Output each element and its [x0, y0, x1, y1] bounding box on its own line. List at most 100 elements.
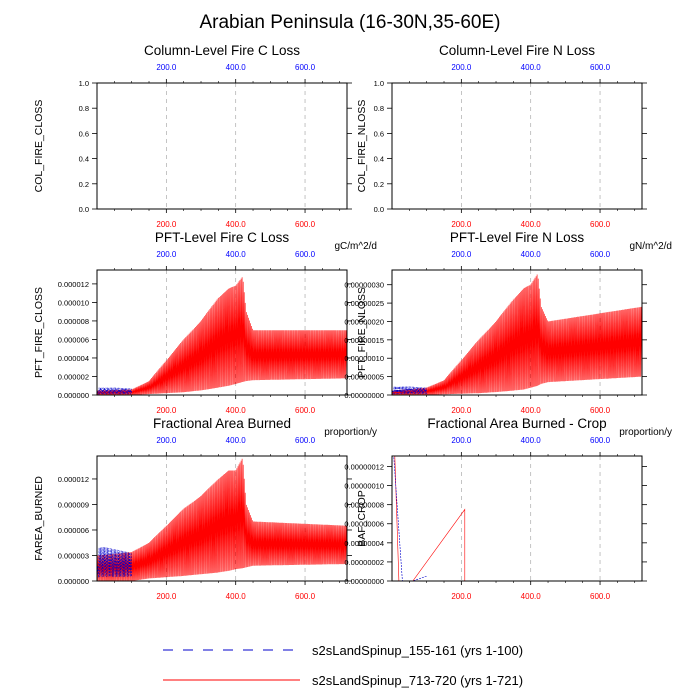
y-tick-label: 1.0 [374, 79, 384, 88]
x-tick-label-top: 600.0 [295, 63, 316, 72]
panel-5: Fractional Area Burned proportion/y FAREA_… [33, 416, 377, 601]
x-tick-label-top: 400.0 [521, 250, 542, 259]
panel-6: Fractional Area Burned - Crop proportion/… [344, 416, 672, 601]
y-tick-label: 0.00000005 [344, 373, 384, 382]
x-tick-label-top: 400.0 [226, 436, 247, 445]
series-line-2 [97, 547, 132, 581]
panel-title: PFT-Level Fire N Loss [450, 230, 585, 245]
plot-frame [391, 269, 643, 396]
y-tick-label: 0.000003 [58, 551, 89, 560]
x-tick-label-bottom: 200.0 [451, 592, 472, 601]
y-tick-label: 0.0 [374, 205, 384, 214]
series-line-1 [97, 277, 347, 395]
legend: s2sLandSpinup_155-161 (yrs 1-100) s2sLan… [163, 643, 523, 688]
y-tick-label: 0.00000004 [344, 539, 384, 548]
y-tick-label: 0.000000 [58, 391, 89, 400]
x-tick-label-top: 400.0 [226, 250, 247, 259]
panel-title: Fractional Area Burned - Crop [427, 416, 606, 431]
y-tick-label: 0.00000012 [344, 462, 384, 471]
y-tick-label: 0.6 [374, 129, 384, 138]
y-axis-label: COL_FIRE_NLOSS [356, 100, 368, 193]
y-tick-label: 0.8 [79, 104, 89, 113]
x-tick-label-top: 600.0 [590, 250, 611, 259]
x-tick-label-top: 400.0 [521, 436, 542, 445]
y-tick-label: 0.8 [374, 104, 384, 113]
x-tick-label-top: 400.0 [226, 63, 247, 72]
y-tick-label: 0.2 [374, 180, 384, 189]
y-tick-label: 0.2 [79, 180, 89, 189]
x-tick-label-top: 600.0 [295, 436, 316, 445]
x-tick-label-top: 200.0 [156, 250, 177, 259]
plot-frame [96, 455, 348, 582]
x-tick-label-bottom: 200.0 [156, 220, 177, 229]
x-tick-label-bottom: 200.0 [156, 406, 177, 415]
x-tick-label-top: 200.0 [451, 250, 472, 259]
y-tick-label: 0.6 [79, 129, 89, 138]
x-tick-label-bottom: 600.0 [295, 592, 316, 601]
y-tick-label: 0.00000000 [344, 577, 384, 586]
y-tick-label: 0.4 [374, 155, 384, 164]
y-tick-label: 0.000004 [58, 354, 89, 363]
series-line-2 [97, 387, 132, 395]
y-tick-label: 0.00000020 [344, 317, 384, 326]
x-tick-label-bottom: 600.0 [590, 592, 611, 601]
legend-label-1: s2sLandSpinup_155-161 (yrs 1-100) [312, 643, 523, 658]
x-tick-label-top: 200.0 [156, 436, 177, 445]
y-tick-label: 0.00000008 [344, 501, 384, 510]
y-axis-label: PFT_FIRE_NLOSS [356, 287, 368, 378]
y-axis-label: COL_FIRE_CLOSS [33, 100, 45, 193]
y-tick-label: 0.00000030 [344, 281, 384, 290]
x-tick-label-top: 200.0 [451, 436, 472, 445]
plot-frame [391, 82, 643, 210]
units-label: gC/m^2/d [335, 241, 378, 252]
x-tick-label-bottom: 400.0 [521, 220, 542, 229]
series-line-1 [392, 456, 466, 581]
panel-4: PFT-Level Fire N Loss gN/m^2/d PFT_FIRE_NL… [344, 230, 672, 415]
x-tick-label-top: 600.0 [590, 436, 611, 445]
panel-title: PFT-Level Fire C Loss [155, 230, 290, 245]
x-tick-label-top: 600.0 [295, 250, 316, 259]
x-tick-label-top: 200.0 [451, 63, 472, 72]
series-line-2 [392, 456, 427, 581]
panel-1: Column-Level Fire C Loss COL_FIRE_CLOSS 20… [33, 43, 352, 229]
y-tick-label: 0.000012 [58, 280, 89, 289]
plot-frame [391, 455, 643, 582]
plot-frame [96, 269, 348, 396]
x-tick-label-bottom: 400.0 [226, 592, 247, 601]
panel-2: Column-Level Fire N Loss COL_FIRE_NLOSS 20… [356, 43, 647, 229]
y-axis-label: BAF_CROP [356, 490, 368, 547]
y-tick-label: 0.00000015 [344, 336, 384, 345]
x-tick-label-top: 400.0 [521, 63, 542, 72]
y-tick-label: 0.00000002 [344, 558, 384, 567]
x-tick-label-top: 600.0 [590, 63, 611, 72]
x-tick-label-bottom: 400.0 [226, 406, 247, 415]
y-tick-label: 0.00000006 [344, 520, 384, 529]
y-tick-label: 0.000002 [58, 372, 89, 381]
panel-3: PFT-Level Fire C Loss gC/m^2/d PFT_FIRE_CL… [33, 230, 377, 415]
x-tick-label-bottom: 400.0 [521, 592, 542, 601]
panel-title: Column-Level Fire N Loss [439, 43, 595, 58]
y-tick-label: 1.0 [79, 79, 89, 88]
x-tick-label-bottom: 600.0 [590, 406, 611, 415]
x-tick-label-bottom: 400.0 [226, 220, 247, 229]
y-tick-label: 0.00000025 [344, 299, 384, 308]
y-tick-label: 0.000012 [58, 475, 89, 484]
x-tick-label-bottom: 600.0 [295, 220, 316, 229]
y-tick-label: 0.000008 [58, 317, 89, 326]
units-label: gN/m^2/d [630, 241, 673, 252]
y-tick-label: 0.000006 [58, 526, 89, 535]
y-tick-label: 0.00000000 [344, 391, 384, 400]
y-tick-label: 0.00000010 [344, 482, 384, 491]
x-tick-label-bottom: 600.0 [590, 220, 611, 229]
y-axis-label: FAREA_BURNED [33, 476, 45, 561]
panel-title: Fractional Area Burned [153, 416, 291, 431]
x-tick-label-bottom: 400.0 [521, 406, 542, 415]
x-tick-label-bottom: 200.0 [451, 220, 472, 229]
y-tick-label: 0.000006 [58, 335, 89, 344]
y-tick-label: 0.0 [79, 205, 89, 214]
legend-label-2: s2sLandSpinup_713-720 (yrs 1-721) [312, 673, 523, 688]
series-line-1 [392, 274, 642, 395]
y-tick-label: 0.000000 [58, 577, 89, 586]
y-tick-label: 0.000009 [58, 500, 89, 509]
